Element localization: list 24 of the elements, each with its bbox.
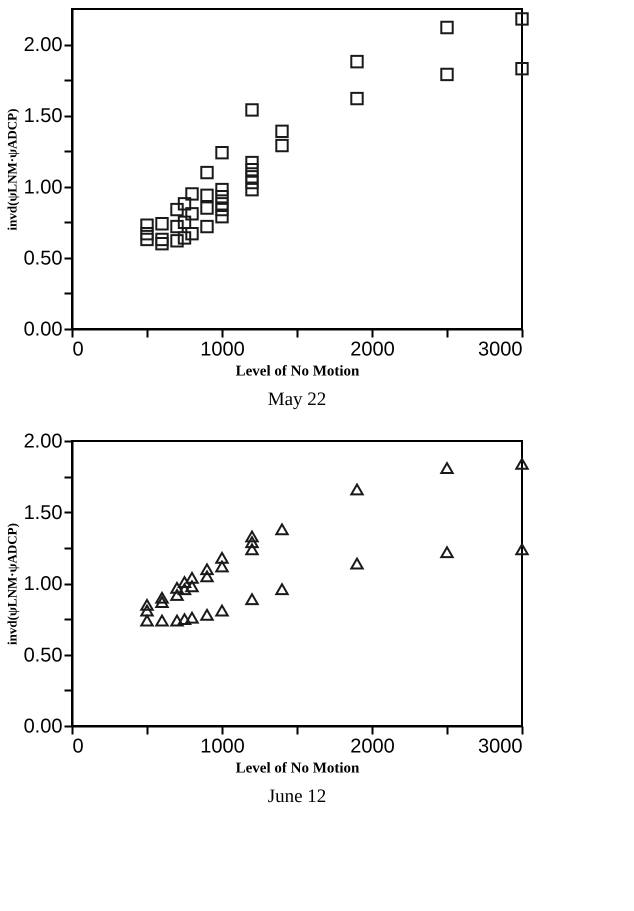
y-tick-label: 2.00 (24, 34, 62, 56)
y-tick-label: 1.50 (24, 105, 62, 128)
y-tick-label: 1.00 (24, 176, 62, 198)
y-tick-label: 1.50 (24, 502, 62, 524)
y-tick-label: 0.50 (24, 247, 62, 270)
x-axis-title: Level of No Motion (236, 760, 360, 776)
x-tick-label: 1000 (200, 736, 245, 758)
x-tick-label: 3000 (478, 338, 522, 360)
y-axis-title: invd(ψLNM·ψADCP) (4, 523, 20, 645)
x-tick-label: 1000 (200, 338, 245, 360)
y-tick-label: 0.50 (24, 644, 62, 666)
y-tick-label: 2.00 (24, 430, 62, 452)
x-tick-label: 0 (72, 736, 84, 758)
x-axis-title: Level of No Motion (236, 364, 360, 380)
x-tick-label: 0 (72, 338, 84, 360)
x-tick-label: 2000 (350, 736, 395, 758)
text: June 12 (268, 786, 326, 807)
y-tick-label: 0.00 (24, 318, 62, 340)
y-axis-title: invd(ψLNM·ψADCP) (4, 108, 20, 230)
y-tick-label: 0.00 (24, 716, 62, 738)
y-tick-label: 1.00 (24, 573, 62, 595)
x-tick-label: 2000 (350, 338, 395, 360)
x-tick-label: 3000 (478, 736, 522, 758)
text: May 22 (268, 389, 326, 410)
